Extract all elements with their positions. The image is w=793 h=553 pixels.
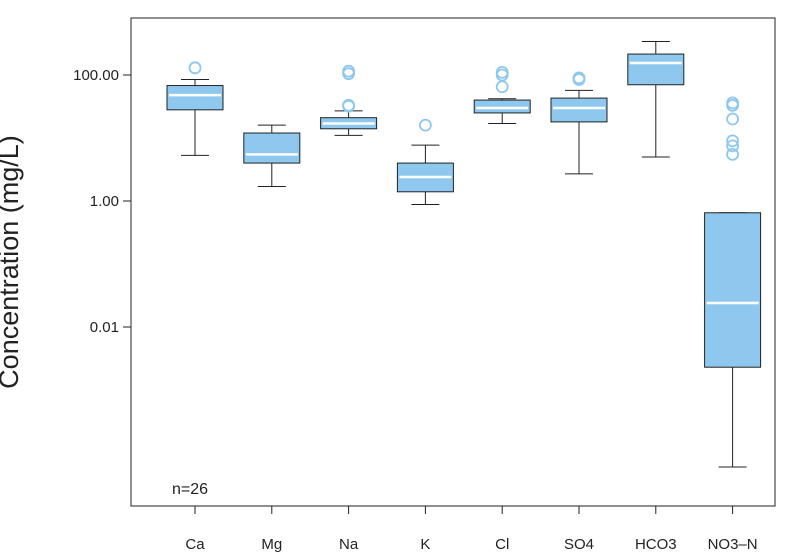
x-tick-label: Mg (261, 536, 282, 553)
box-mg (243, 124, 301, 187)
x-axis: Ca Mg Na K Cl SO4 HCO3 NO3–N (185, 506, 758, 553)
outlier-point (188, 61, 202, 75)
x-tick-label: K (420, 536, 430, 553)
outlier-point (726, 112, 739, 126)
x-tick-label: Cl (495, 536, 509, 553)
y-tick-label: 1.00 (90, 193, 119, 210)
box-no3-n (704, 96, 762, 468)
iqr-box (704, 212, 762, 368)
outlier-point (495, 65, 509, 79)
boxes-group (166, 41, 762, 468)
outlier-point (572, 71, 586, 85)
x-tick-label: Na (339, 536, 359, 553)
box-so4 (550, 71, 608, 175)
sample-size-annotation: n=26 (172, 481, 208, 498)
box-ca (166, 61, 224, 156)
iqr-box (473, 99, 531, 114)
box-hco3 (627, 41, 685, 158)
y-tick-label: 100.00 (73, 67, 119, 84)
outlier-point (726, 147, 739, 161)
outlier-point (726, 96, 739, 110)
outlier-point (726, 139, 739, 153)
iqr-box (166, 85, 224, 111)
plot-frame (130, 17, 776, 507)
outlier-point (342, 98, 356, 112)
box-k (396, 118, 454, 205)
outlier-point (418, 118, 432, 132)
outlier-point (726, 134, 739, 148)
outlier-point (495, 80, 509, 94)
x-tick-label: SO4 (564, 536, 594, 553)
box-cl (473, 65, 531, 124)
outlier-point (342, 64, 356, 78)
x-tick-label: HCO3 (635, 536, 677, 553)
iqr-box (243, 132, 301, 164)
y-axis: 100.00 1.00 0.01 (73, 67, 131, 336)
iqr-box (550, 97, 608, 123)
y-tick-label: 0.01 (90, 319, 119, 336)
x-tick-label: Ca (185, 536, 205, 553)
iqr-box (627, 53, 685, 86)
x-tick-label: NO3–N (708, 536, 758, 553)
y-axis-label: Concentration (mg/L) (0, 135, 24, 389)
box-na (320, 64, 378, 136)
